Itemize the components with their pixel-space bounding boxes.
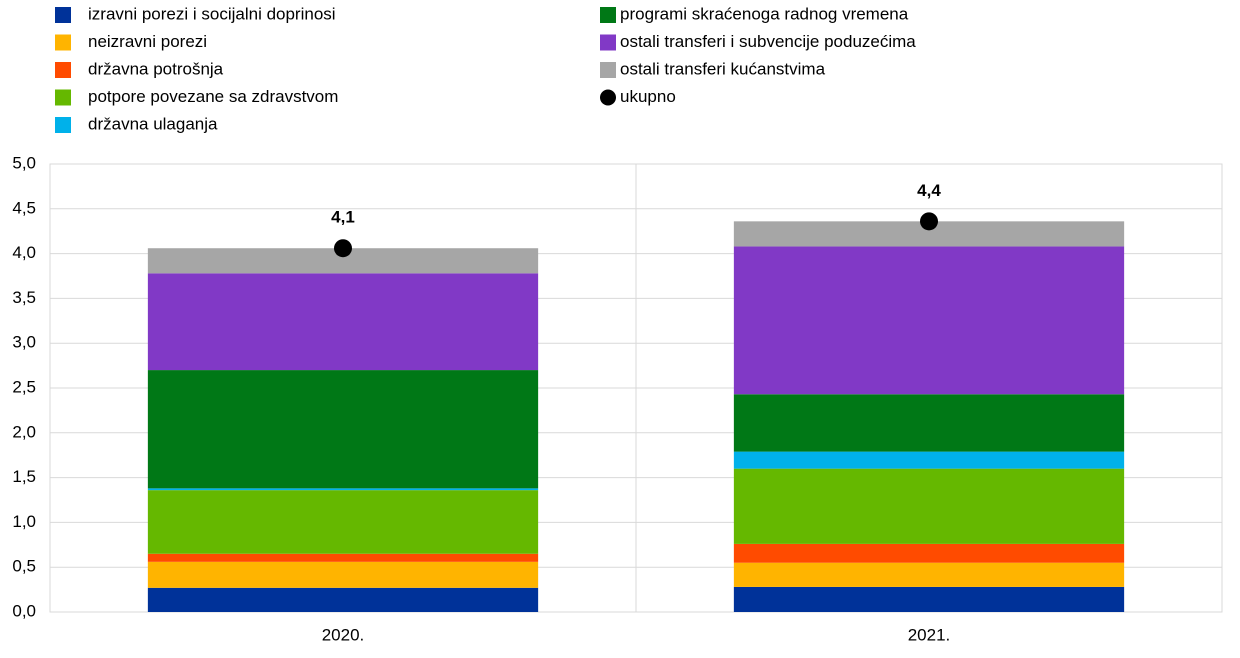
bar-segment — [733, 451, 1125, 469]
legend-label: izravni porezi i socijalni doprinosi — [88, 4, 336, 23]
total-marker — [334, 239, 352, 258]
legend-label: ukupno — [620, 87, 676, 106]
bar-segment — [733, 562, 1125, 587]
legend-swatch — [55, 62, 71, 78]
y-tick-label: 4,5 — [12, 198, 36, 217]
legend-label: neizravni porezi — [88, 32, 207, 51]
y-tick-label: 0,5 — [12, 557, 36, 576]
total-label: 4,1 — [331, 208, 355, 227]
legend-swatch — [600, 62, 616, 78]
x-tick-label: 2021. — [908, 625, 951, 644]
legend-swatch — [600, 34, 616, 51]
bar-segment — [147, 553, 539, 562]
legend-label: ostali transferi i subvencije poduzećima — [620, 32, 916, 51]
y-tick-label: 5,0 — [12, 153, 36, 172]
y-tick-label: 2,5 — [12, 377, 36, 396]
y-tick-label: 0,0 — [12, 601, 36, 620]
bar-segment — [147, 561, 539, 588]
legend-swatch — [600, 7, 616, 23]
y-tick-label: 1,0 — [12, 512, 36, 531]
legend-swatch — [55, 7, 71, 23]
total-marker — [920, 212, 938, 231]
y-tick-label: 1,5 — [12, 467, 36, 486]
y-tick-label: 3,0 — [12, 333, 36, 352]
y-tick-label: 3,5 — [12, 288, 36, 307]
bar-segment — [733, 394, 1125, 452]
bar-segment — [733, 586, 1125, 612]
legend-label: državna ulaganja — [88, 114, 218, 133]
legend-swatch — [55, 117, 71, 133]
bar-segment — [147, 490, 539, 554]
y-tick-label: 2,0 — [12, 422, 36, 441]
bar-segment — [733, 468, 1125, 544]
legend-label: državna potrošnja — [88, 59, 224, 78]
total-label: 4,4 — [917, 181, 941, 200]
bar-segment — [147, 587, 539, 612]
legend-label: potpore povezane sa zdravstvom — [88, 87, 338, 106]
bar-segment — [733, 246, 1125, 395]
legend-label: programi skraćenoga radnog vremena — [620, 4, 909, 23]
legend-marker — [600, 89, 616, 106]
bar-segment — [147, 273, 539, 371]
legend-label: ostali transferi kućanstvima — [620, 59, 826, 78]
bar-segment — [733, 543, 1125, 563]
bar-segment — [147, 370, 539, 489]
legend-swatch — [55, 34, 71, 51]
legend-swatch — [55, 89, 71, 106]
y-tick-label: 4,0 — [12, 243, 36, 262]
x-tick-label: 2020. — [322, 625, 365, 644]
bar-segment — [147, 488, 539, 491]
